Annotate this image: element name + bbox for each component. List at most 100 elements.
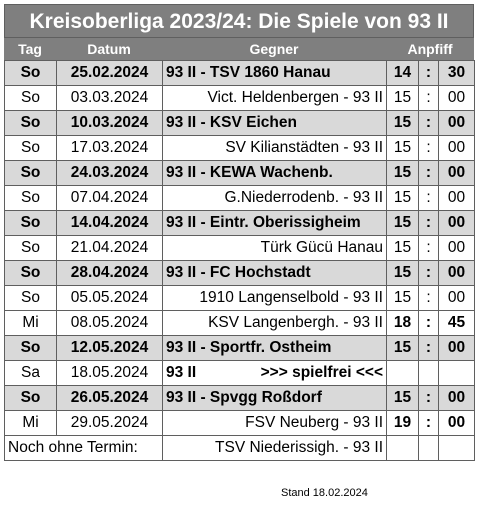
cell-time-colon: : [418,160,439,186]
team-label: 93 II [166,364,197,381]
cell-time-hh: 15 [386,85,419,111]
cell-time-mm: 00 [438,410,475,436]
cell-time-colon: : [418,110,439,136]
cell-time-mm: 30 [438,60,475,86]
stand-note: Stand 18.02.2024 [281,487,368,499]
table-row: So 14.04.2024 93 II - Eintr. Oberissigheim… [4,210,475,236]
cell-datum: 03.03.2024 [56,85,163,111]
cell-no-date-label: Noch ohne Termin: [4,435,163,461]
cell-gegner: G.Niederrodenb. - 93 II [162,185,387,211]
cell-time-hh: 19 [386,410,419,436]
cell-time-hh [386,360,419,386]
cell-time-colon: : [418,185,439,211]
cell-gegner: 93 II >>> spielfrei <<< [162,360,387,386]
cell-datum: 05.05.2024 [56,285,163,311]
cell-gegner: 93 II - KSV Eichen [162,110,387,136]
cell-gegner: SV Kilianstädten - 93 II [162,135,387,161]
cell-time-mm [438,360,475,386]
cell-tag: So [4,285,57,311]
cell-gegner: TSV Niederissigh. - 93 II [162,435,387,461]
table-row: So 05.05.2024 1910 Langenselbold - 93 II 15… [4,285,475,311]
cell-tag: Sa [4,360,57,386]
cell-time-mm: 00 [438,235,475,261]
table-row: So 25.02.2024 93 II - TSV 1860 Hanau 14:30 [4,60,475,86]
header-anpfiff: Anpfiff [407,41,453,57]
cell-tag: Mi [4,410,57,436]
cell-time-mm: 00 [438,260,475,286]
header-row: Tag Datum Gegner Anpfiff [4,38,474,60]
table-row: So 26.05.2024 93 II - Spvgg Roßdorf 15:00 [4,385,475,411]
cell-time-mm: 00 [438,135,475,161]
cell-datum: 17.03.2024 [56,135,163,161]
cell-time-mm: 00 [438,160,475,186]
cell-time-hh: 15 [386,285,419,311]
cell-datum: 14.04.2024 [56,210,163,236]
cell-gegner: FSV Neuberg - 93 II [162,410,387,436]
cell-time-colon: : [418,210,439,236]
table-row: Mi 29.05.2024 FSV Neuberg - 93 II 19:00 [4,410,475,436]
cell-datum: 08.05.2024 [56,310,163,336]
cell-time-hh: 15 [386,385,419,411]
cell-datum: 07.04.2024 [56,185,163,211]
cell-time-colon: : [418,260,439,286]
cell-tag: So [4,185,57,211]
cell-datum: 12.05.2024 [56,335,163,361]
cell-time-hh: 15 [386,260,419,286]
cell-tag: Mi [4,310,57,336]
cell-time-hh: 15 [386,160,419,186]
cell-time-colon: : [418,60,439,86]
cell-time-colon: : [418,285,439,311]
cell-time-colon: : [418,135,439,161]
cell-time-mm: 00 [438,385,475,411]
schedule-table: So 25.02.2024 93 II - TSV 1860 Hanau 14:30 S… [4,60,475,461]
cell-tag: So [4,235,57,261]
cell-time-mm: 00 [438,85,475,111]
cell-time-hh: 15 [386,210,419,236]
page-title: Kreisoberliga 2023/24: Die Spiele von 93… [4,4,474,38]
cell-gegner: Türk Gücü Hanau [162,235,387,261]
cell-time-mm: 00 [438,335,475,361]
table-row: So 21.04.2024 Türk Gücü Hanau 15:00 [4,235,475,261]
cell-gegner: Vict. Heldenbergen - 93 II [162,85,387,111]
cell-time-colon: : [418,235,439,261]
cell-time-mm: 00 [438,210,475,236]
header-datum: Datum [87,41,131,57]
table-row-no-date: Noch ohne Termin: TSV Niederissigh. - 93 … [4,435,475,461]
cell-time-colon: : [418,310,439,336]
cell-time-colon: : [418,85,439,111]
schedule-sheet: Kreisoberliga 2023/24: Die Spiele von 93… [4,4,475,461]
table-row: So 03.03.2024 Vict. Heldenbergen - 93 II 15… [4,85,475,111]
cell-time-mm: 00 [438,285,475,311]
table-row: So 24.03.2024 93 II - KEWA Wachenb. 15:00 [4,160,475,186]
cell-datum: 29.05.2024 [56,410,163,436]
header-gegner: Gegner [249,41,299,57]
cell-time-colon [418,360,439,386]
cell-datum: 21.04.2024 [56,235,163,261]
cell-gegner: 93 II - FC Hochstadt [162,260,387,286]
cell-tag: So [4,385,57,411]
cell-tag: So [4,85,57,111]
spielfrei-label: >>> spielfrei <<< [260,364,383,381]
cell-gegner: 93 II - Sportfr. Ostheim [162,335,387,361]
cell-gegner: 93 II - Spvgg Roßdorf [162,385,387,411]
table-row: Sa 18.05.2024 93 II >>> spielfrei <<< [4,360,475,386]
cell-gegner: 93 II - KEWA Wachenb. [162,160,387,186]
cell-time-hh: 15 [386,135,419,161]
cell-time-colon: : [418,410,439,436]
cell-empty [438,435,475,461]
table-row: So 07.04.2024 G.Niederrodenb. - 93 II 15:00 [4,185,475,211]
cell-time-colon: : [418,385,439,411]
cell-tag: So [4,135,57,161]
cell-time-colon: : [418,335,439,361]
spielfrei-wrap: 93 II >>> spielfrei <<< [166,364,383,382]
table-row: So 17.03.2024 SV Kilianstädten - 93 II 15:0… [4,135,475,161]
cell-tag: So [4,260,57,286]
cell-datum: 24.03.2024 [56,160,163,186]
cell-datum: 28.04.2024 [56,260,163,286]
table-row: So 28.04.2024 93 II - FC Hochstadt 15:00 [4,260,475,286]
cell-tag: So [4,60,57,86]
table-row: Mi 08.05.2024 KSV Langenbergh. - 93 II 18:4… [4,310,475,336]
cell-time-hh: 15 [386,235,419,261]
cell-tag: So [4,335,57,361]
cell-time-hh: 15 [386,185,419,211]
